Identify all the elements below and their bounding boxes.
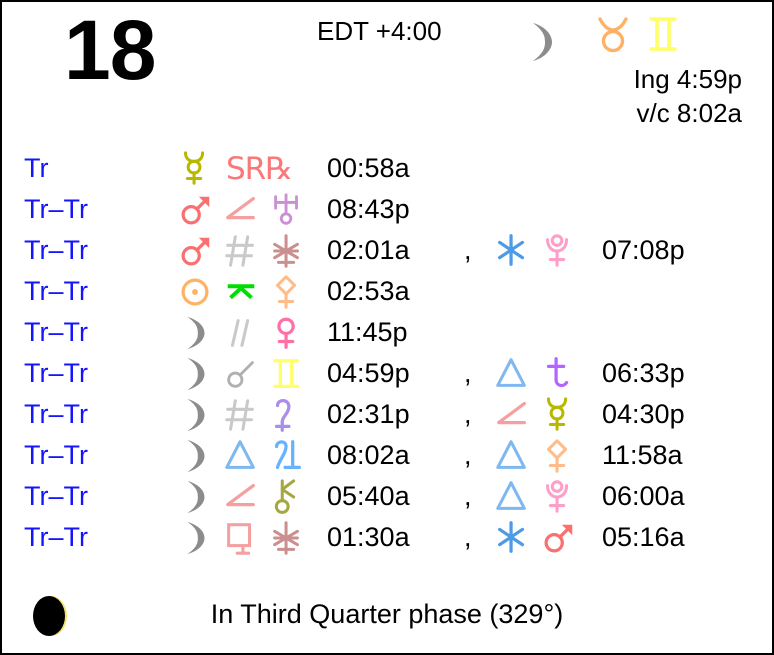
aspect-time-primary: 02:01a [327,235,410,265]
aspect-row[interactable]: Tr–Tr 02:31p, 04:30p [2,394,772,435]
aspect-time-primary: 04:59p [327,358,410,388]
mercury-icon [537,396,579,434]
aspect-separator: , [464,399,472,429]
aspect-time-secondary: 04:30p [602,399,685,429]
juno-icon [266,396,308,434]
mars-icon [537,519,579,557]
trine-icon [491,478,533,516]
aspect-time-primary: 02:53a [327,276,410,306]
quintile-icon [220,273,262,311]
void-of-course-time: v/c 8:02a [636,98,742,128]
sextile-icon [491,232,533,270]
transit-label: Tr–Tr [24,276,88,306]
aspect-time-primary: 05:40a [327,481,410,511]
aspect-separator: , [464,481,472,511]
moon-icon [174,478,216,516]
mercury-icon [174,150,216,188]
mars-icon [174,191,216,229]
transit-label: Tr–Tr [24,194,88,224]
aspect-separator: , [464,522,472,552]
parallel-icon [220,314,262,352]
aspect-separator: , [464,440,472,470]
station-retrograde-label: SR℞ [225,150,293,187]
aspect-time-secondary: 11:58a [602,440,683,470]
transit-label: Tr–Tr [24,358,88,388]
aspect-row[interactable]: Tr–Tr 11:45p [2,312,772,353]
venus-icon [266,314,308,352]
day-number: 18 [64,3,156,97]
aspect-time-primary: 00:58a [327,153,410,183]
moon-icon [174,437,216,475]
mars-icon [174,232,216,270]
moon-icon [174,396,216,434]
semisquare-icon [220,478,262,516]
semisquare-icon [491,396,533,434]
sun-icon [174,273,216,311]
conjunction-icon [220,355,262,393]
aspect-separator: , [464,358,472,388]
ceres-icon [266,273,308,311]
moon-icon [174,355,216,393]
sesquiquadrate-icon [220,396,262,434]
moon-phase-text: In Third Quarter phase (329°) [210,599,564,629]
aspect-time-primary: 08:02a [327,440,410,470]
aspect-time-primary: 02:31p [327,399,410,429]
transit-label: Tr–Tr [24,235,88,265]
aspect-row[interactable]: Tr–Tr 08:02a, 11:58a [2,435,772,476]
aspect-row[interactable]: Tr–Tr 04:59p, 06:33p [2,353,772,394]
vesta-icon [266,519,308,557]
trine-icon [220,437,262,475]
ceres-icon [537,437,579,475]
moon-icon [174,519,216,557]
saturn-icon [537,355,579,393]
sextile-icon [491,519,533,557]
aspect-time-primary: 08:43p [327,194,410,224]
transit-label: Tr [24,153,49,183]
moon-icon [174,314,216,352]
transit-label: Tr–Tr [24,522,88,552]
waning-crescent-moon-icon [520,20,560,64]
uranus-icon [266,191,308,229]
aspect-row[interactable]: Tr–Tr 02:53a [2,271,772,312]
gemini-icon [646,14,680,54]
day-header: 18 EDT +4:00 Ing 4:59p v/c 8:02a [2,2,772,144]
aspect-separator: , [464,235,472,265]
moon-phase-footer: In Third Quarter phase (329°) [2,581,772,647]
sesquiquadrate-icon [220,232,262,270]
station-retrograde-icon: SR℞ [220,150,298,188]
aspect-time-primary: 01:30a [327,522,410,552]
aspect-row[interactable]: Tr–Tr 02:01a, 07:08p [2,230,772,271]
pluto-icon [537,478,579,516]
pluto-icon [537,232,579,270]
transit-label: Tr–Tr [24,317,88,347]
aspect-rows-list: Tr SR℞ 00:58a Tr–Tr 08:43p Tr–Tr 02 [2,148,772,558]
aspect-time-secondary: 05:16a [602,522,685,552]
aspect-time-secondary: 06:00a [602,481,685,511]
aspect-row[interactable]: Tr SR℞ 00:58a [2,148,772,189]
moon-sign-row [596,14,680,54]
aspect-time-secondary: 06:33p [602,358,685,388]
moon-ingress-time: Ing 4:59p [633,64,742,94]
third-quarter-moon-icon [30,593,72,639]
taurus-icon [596,14,630,54]
transit-label: Tr–Tr [24,481,88,511]
jupiter-icon [266,437,308,475]
chiron-icon [266,478,308,516]
vesta-icon [266,232,308,270]
trine-icon [491,437,533,475]
aspect-row[interactable]: Tr–Tr 05:40a, 06:00a [2,476,772,517]
aspect-time-primary: 11:45p [327,317,408,347]
aspect-row[interactable]: Tr–Tr 01:30a, 05:16a [2,517,772,558]
semisquare-icon [220,191,262,229]
transit-label: Tr–Tr [24,399,88,429]
square-icon [220,519,262,557]
timezone-label: EDT +4:00 [317,16,442,46]
aspect-time-secondary: 07:08p [602,235,685,265]
gemini-icon [266,355,308,393]
trine-icon [491,355,533,393]
aspect-row[interactable]: Tr–Tr 08:43p [2,189,772,230]
transit-label: Tr–Tr [24,440,88,470]
